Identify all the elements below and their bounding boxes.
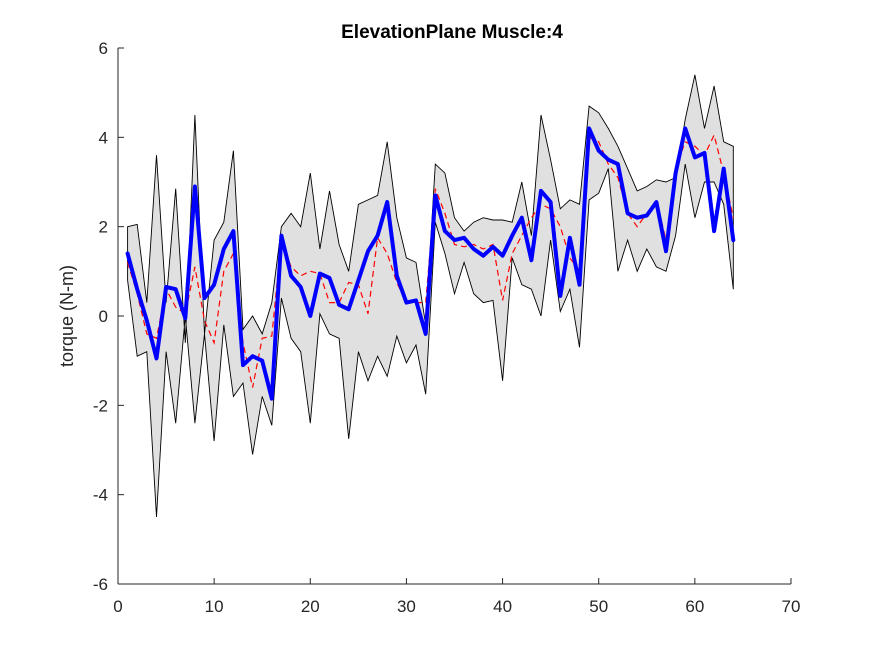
y-tick-label: 2 <box>99 218 108 237</box>
x-tick-label: 40 <box>493 597 512 616</box>
y-tick-label: -6 <box>93 575 108 594</box>
y-tick-label: 0 <box>99 307 108 326</box>
band-area <box>127 74 734 518</box>
y-tick-label: 6 <box>99 39 108 58</box>
series-line-mean <box>125 126 736 401</box>
chart-title: ElevationPlane Muscle:4 <box>341 22 563 43</box>
series-line-reference <box>127 133 734 388</box>
x-tick-label: 50 <box>589 597 608 616</box>
plot-area: 0 10 20 30 40 50 60 70 -6 -4 -2 0 2 4 6 <box>93 39 801 616</box>
x-tick-label: 10 <box>205 597 224 616</box>
x-tick-label: 70 <box>782 597 801 616</box>
x-tick-label: 0 <box>113 597 122 616</box>
x-tick-label: 30 <box>397 597 416 616</box>
y-tick-label: 4 <box>99 128 108 147</box>
y-axis-label: torque (N-m) <box>57 265 77 367</box>
y-tick-label: -2 <box>93 396 108 415</box>
y-tick-label: -4 <box>93 486 108 505</box>
x-tick-label: 60 <box>685 597 704 616</box>
x-tick-label: 20 <box>301 597 320 616</box>
